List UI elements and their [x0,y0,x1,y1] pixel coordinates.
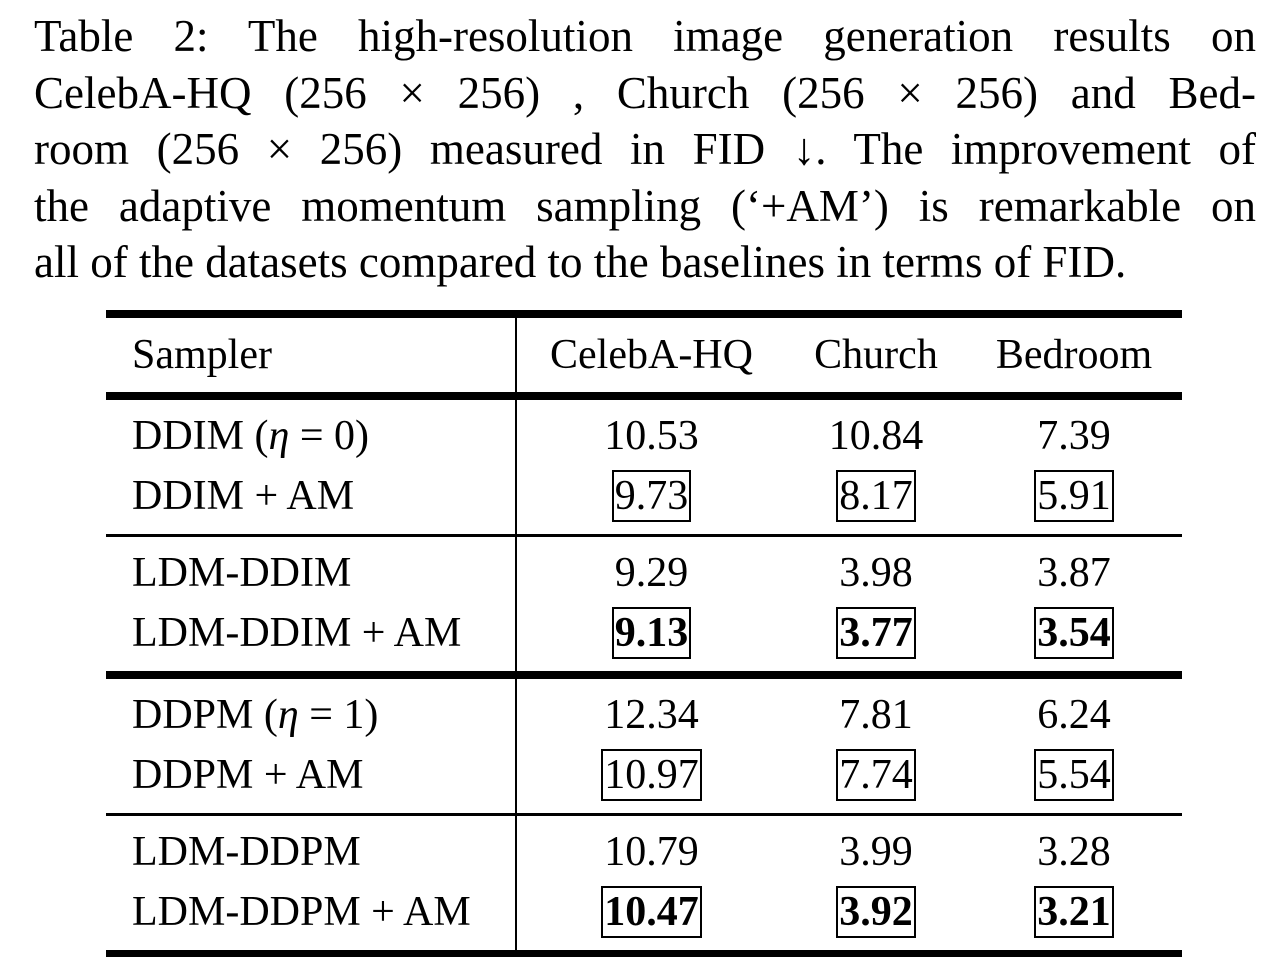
sampler-cell: LDM-DDPM + AM [106,882,517,954]
sampler-cell: LDM-DDPM [106,814,517,882]
caption-line-2: CelebA-HQ (256 × 256) , Church (256 × 25… [34,67,1256,118]
best-value-bedroom: 3.21 [1034,886,1114,938]
table-row: LDM-DDPM + AM 10.47 3.92 3.21 [106,882,1182,954]
sampler-suffix: = 1) [298,692,379,738]
sampler-prefix: DDIM ( [132,413,269,459]
value-church: 7.81 [839,692,913,738]
best-value-church: 3.92 [836,886,916,938]
sampler-cell: DDPM + AM [106,745,517,815]
table-header-row: Sampler CelebA-HQ Church Bedroom [106,314,1182,396]
sampler-cell: LDM-DDIM [106,535,517,603]
table-row: DDIM + AM 9.73 8.17 5.91 [106,466,1182,536]
table-row: LDM-DDIM + AM 9.13 3.77 3.54 [106,603,1182,675]
value-bedroom: 6.24 [1037,692,1111,738]
value-church: 3.98 [839,550,913,596]
value-church: 10.84 [828,413,924,459]
header-sampler: Sampler [106,314,517,396]
boxed-value-bedroom: 5.91 [1034,470,1114,522]
value-celeba-hq: 10.79 [604,829,699,875]
caption-line-3: room (256 × 256) measured in FID ↓. The … [34,124,1256,174]
value-bedroom: 7.39 [1037,413,1111,459]
boxed-value-church: 8.17 [836,470,916,522]
results-table: Sampler CelebA-HQ Church Bedroom DDIM (η… [106,310,1182,957]
table-row: DDPM (η = 1) 12.34 7.81 6.24 [106,675,1182,745]
caption-line-1: Table 2: The high-resolution image gener… [34,11,1256,61]
sampler-prefix: DDPM ( [132,692,278,738]
best-value-celeba-hq: 10.47 [601,886,702,938]
boxed-value-church: 7.74 [836,749,916,801]
best-value-church: 3.77 [836,607,916,659]
caption-line-5: all of the datasets compared to the base… [34,237,1127,287]
table-row: LDM-DDPM 10.79 3.99 3.28 [106,814,1182,882]
header-bedroom: Bedroom [995,332,1153,378]
eta-symbol: η [277,692,299,738]
table-caption: Table 2: The high-resolution image gener… [34,8,1256,291]
boxed-value-celeba-hq: 10.97 [601,749,702,801]
value-celeba-hq: 10.53 [604,413,699,459]
sampler-cell: DDIM + AM [106,466,517,536]
best-value-celeba-hq: 9.13 [611,607,692,659]
value-celeba-hq: 12.34 [604,692,699,738]
value-bedroom: 3.28 [1037,829,1111,875]
boxed-value-celeba-hq: 9.73 [611,470,692,522]
best-value-bedroom: 3.54 [1034,607,1114,659]
table-row: DDPM + AM 10.97 7.74 5.54 [106,745,1182,815]
caption-line-4: the adaptive momentum sampling (‘+AM’) i… [34,180,1256,231]
value-bedroom: 3.87 [1037,550,1111,596]
value-church: 3.99 [839,829,913,875]
header-celeba-hq: CelebA-HQ [550,332,753,378]
value-celeba-hq: 9.29 [614,550,689,596]
boxed-value-bedroom: 5.54 [1034,749,1114,801]
sampler-cell: DDPM (η = 1) [106,675,517,745]
table-row: DDIM (η = 0) 10.53 10.84 7.39 [106,396,1182,466]
header-church: Church [814,332,938,378]
sampler-suffix: = 0) [289,413,370,459]
table-row: LDM-DDIM 9.29 3.98 3.87 [106,535,1182,603]
eta-symbol: η [268,413,290,459]
sampler-cell: DDIM (η = 0) [106,396,517,466]
sampler-cell: LDM-DDIM + AM [106,603,517,675]
